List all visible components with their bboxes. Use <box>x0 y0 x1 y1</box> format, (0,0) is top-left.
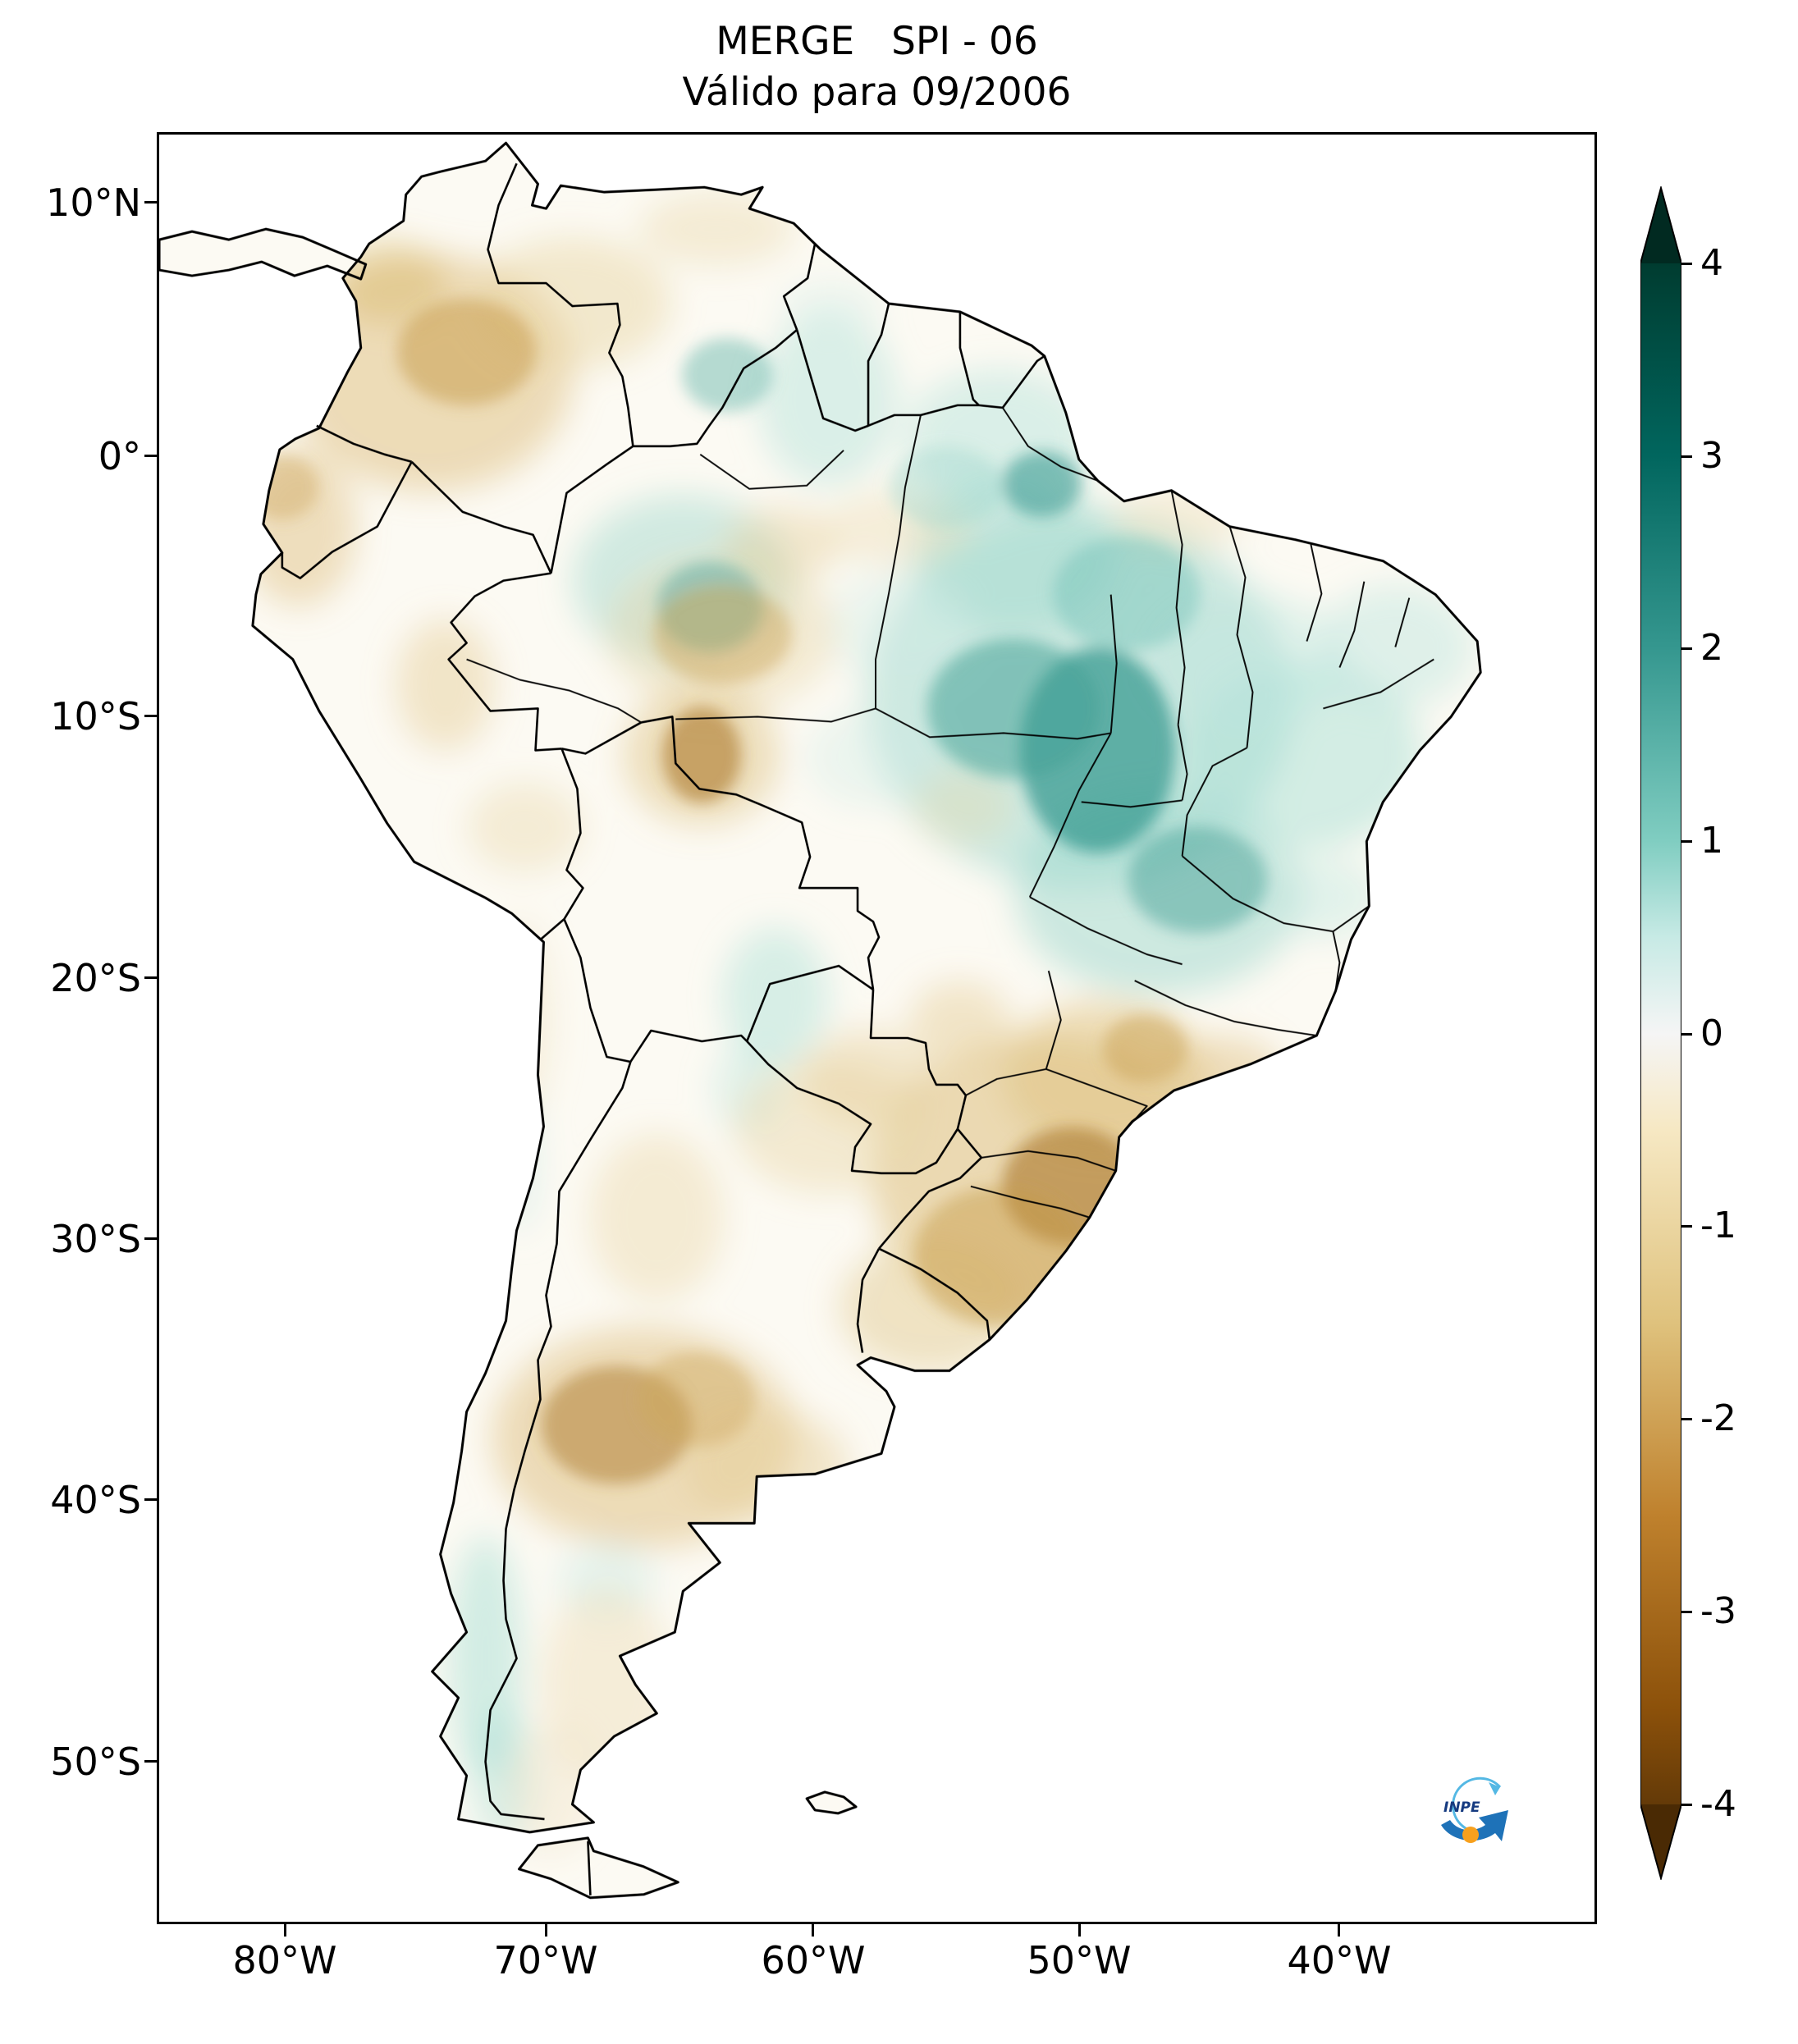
x-tick-mark <box>545 1924 547 1937</box>
title-line1: MERGE SPI - 06 <box>716 19 1038 64</box>
cb-label-3: 3 <box>1700 435 1723 477</box>
title-line2: Válido para 09/2006 <box>682 70 1072 115</box>
inpe-logo: INPE <box>1428 1771 1536 1858</box>
cb-tick-mark <box>1681 1611 1692 1613</box>
cb-label-4: 4 <box>1700 242 1723 284</box>
y-tick-label-30s: 30°S <box>50 1217 141 1261</box>
logo-swoosh-arrow <box>1441 1810 1508 1841</box>
cb-tick-mark <box>1681 647 1692 650</box>
x-tick-mark <box>1338 1924 1340 1937</box>
y-tick-label-50s: 50°S <box>50 1740 141 1784</box>
cb-tick-mark <box>1681 1804 1692 1806</box>
y-tick-mark <box>144 1237 157 1240</box>
cb-tick-mark <box>1681 1033 1692 1036</box>
map-frame: INPE <box>157 132 1597 1924</box>
inpe-logo-text: INPE <box>1443 1799 1480 1816</box>
y-tick-mark <box>144 715 157 717</box>
y-tick-mark <box>144 455 157 457</box>
cb-label-m1: -1 <box>1700 1205 1736 1246</box>
colorbar-gradient <box>1640 263 1681 1804</box>
y-tick-label-0: 0° <box>98 434 141 478</box>
cb-tick-mark <box>1681 263 1692 265</box>
colorbar-extend-bottom <box>1640 1804 1681 1878</box>
y-tick-label-10n: 10°N <box>46 181 141 225</box>
cb-label-m3: -3 <box>1700 1590 1736 1632</box>
cb-label-m2: -2 <box>1700 1397 1736 1439</box>
x-tick-mark <box>1078 1924 1081 1937</box>
cb-label-2: 2 <box>1700 627 1723 669</box>
cb-tick-mark <box>1681 1418 1692 1420</box>
colorbar-svg <box>1640 185 1682 1882</box>
x-tick-mark <box>284 1924 286 1937</box>
cb-tick-mark <box>1681 1225 1692 1228</box>
cb-label-1: 1 <box>1700 820 1723 862</box>
x-tick-label-40w: 40°W <box>1287 1938 1392 1982</box>
logo-orbit-arrowhead <box>1489 1782 1500 1795</box>
south-america-spi-map <box>159 141 1482 1900</box>
x-tick-mark <box>812 1924 814 1937</box>
cb-label-m4: -4 <box>1700 1783 1736 1825</box>
y-tick-label-40s: 40°S <box>50 1478 141 1522</box>
y-tick-mark <box>144 976 157 979</box>
colorbar <box>1640 185 1682 1882</box>
y-tick-mark <box>144 1498 157 1501</box>
x-tick-label-50w: 50°W <box>1027 1938 1132 1982</box>
y-tick-label-10s: 10°S <box>50 694 141 738</box>
cb-tick-mark <box>1681 455 1692 458</box>
x-tick-label-80w: 80°W <box>232 1938 337 1982</box>
country-borders <box>281 162 1045 1895</box>
y-tick-mark <box>144 1760 157 1763</box>
y-tick-mark <box>144 201 157 203</box>
y-tick-label-20s: 20°S <box>50 956 141 1000</box>
cb-tick-mark <box>1681 840 1692 843</box>
x-tick-label-60w: 60°W <box>761 1938 866 1982</box>
logo-orange-sphere <box>1462 1827 1479 1843</box>
chart-title: MERGE SPI - 06 Válido para 09/2006 <box>157 16 1597 118</box>
x-tick-label-70w: 70°W <box>493 1938 598 1982</box>
colorbar-extend-top <box>1640 188 1681 263</box>
state-borders <box>466 407 1434 1219</box>
cb-label-0: 0 <box>1700 1013 1723 1054</box>
